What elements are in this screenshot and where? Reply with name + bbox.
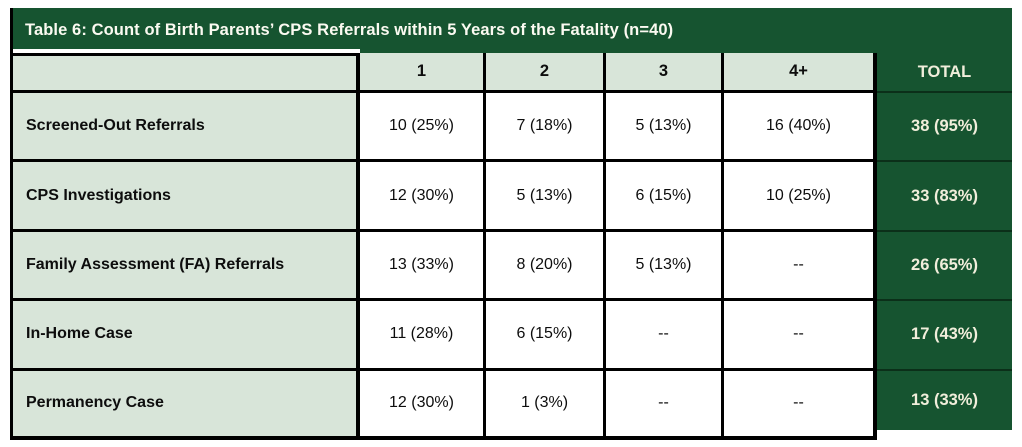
column-header-1: 1: [360, 53, 486, 93]
count-cell: 1 (3%): [486, 370, 606, 440]
count-cell: 16 (40%): [724, 93, 877, 163]
row-label-screened-out: Screened-Out Referrals: [13, 93, 360, 163]
count-cell: 5 (13%): [606, 231, 724, 302]
count-cell: 6 (15%): [486, 301, 606, 371]
table-grid: 1 2 3 4+ TOTAL Screened-Out Referrals 10…: [13, 53, 1012, 440]
count-cell: 5 (13%): [606, 93, 724, 163]
total-cell: 26 (65%): [877, 231, 1012, 302]
count-cell: --: [724, 231, 877, 302]
title-gap-strip: [13, 49, 360, 53]
row-label-cps-investigations: CPS Investigations: [13, 162, 360, 232]
count-cell: --: [724, 370, 877, 440]
total-cell: 13 (33%): [877, 370, 1012, 440]
column-header-2: 2: [486, 53, 606, 93]
table-title: Table 6: Count of Birth Parents’ CPS Ref…: [25, 21, 674, 39]
count-cell: 7 (18%): [486, 93, 606, 163]
count-cell: --: [606, 370, 724, 440]
total-cell: 17 (43%): [877, 301, 1012, 371]
count-cell: 10 (25%): [360, 93, 486, 163]
count-cell: 5 (13%): [486, 162, 606, 232]
count-cell: 6 (15%): [606, 162, 724, 232]
count-cell: 10 (25%): [724, 162, 877, 232]
row-label-family-assessment: Family Assessment (FA) Referrals: [13, 231, 360, 302]
count-cell: --: [724, 301, 877, 371]
referrals-table: Table 6: Count of Birth Parents’ CPS Ref…: [10, 8, 1012, 440]
count-cell: 13 (33%): [360, 231, 486, 302]
count-cell: 11 (28%): [360, 301, 486, 371]
row-label-permanency-case: Permanency Case: [13, 370, 360, 440]
count-cell: 12 (30%): [360, 370, 486, 440]
column-header-4plus: 4+: [724, 53, 877, 93]
table-title-bar: Table 6: Count of Birth Parents’ CPS Ref…: [13, 8, 1012, 53]
count-cell: 8 (20%): [486, 231, 606, 302]
column-header-3: 3: [606, 53, 724, 93]
column-header-total: TOTAL: [877, 53, 1012, 93]
total-cell: 38 (95%): [877, 93, 1012, 163]
total-cell: 33 (83%): [877, 162, 1012, 232]
count-cell: 12 (30%): [360, 162, 486, 232]
corner-header-cell: [13, 53, 360, 93]
count-cell: --: [606, 301, 724, 371]
row-label-in-home-case: In-Home Case: [13, 301, 360, 371]
